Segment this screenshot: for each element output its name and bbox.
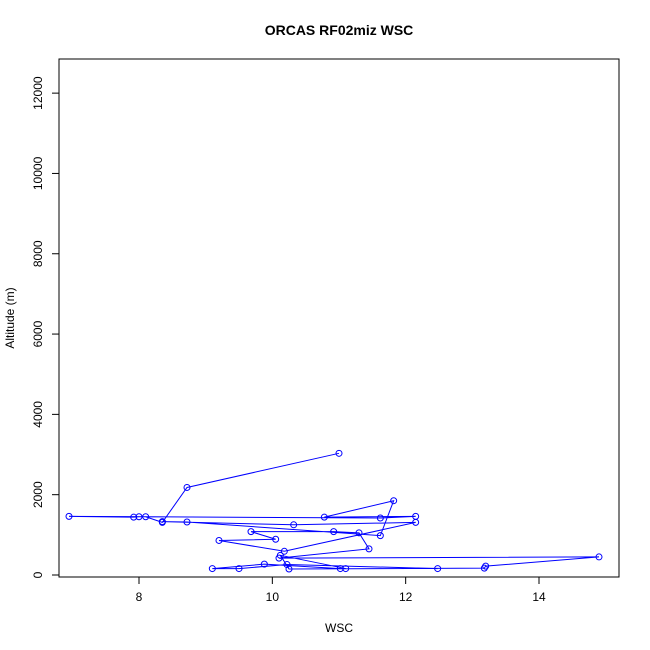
data-point — [280, 547, 288, 555]
data-point — [260, 560, 268, 568]
data-point — [365, 545, 373, 553]
x-axis-label: WSC — [325, 621, 353, 635]
data-point — [330, 528, 338, 536]
x-axis: 8 10 12 14 — [136, 576, 546, 604]
data-point — [482, 562, 490, 570]
data-point — [412, 518, 420, 526]
x-tick-label: 10 — [266, 590, 280, 604]
data-point — [65, 512, 73, 520]
y-tick-label: 8000 — [31, 240, 45, 267]
x-tick-label: 8 — [136, 590, 143, 604]
x-tick-label: 14 — [532, 590, 546, 604]
data-point — [183, 518, 191, 526]
y-tick-label: 10000 — [31, 156, 45, 190]
data-point — [235, 565, 243, 573]
data-point — [376, 514, 384, 522]
data-point — [276, 551, 284, 559]
data-point — [376, 532, 384, 540]
data-point — [130, 513, 138, 521]
data-point — [285, 565, 293, 573]
data-point — [158, 518, 166, 526]
data-point — [283, 561, 291, 569]
data-point — [434, 565, 442, 573]
y-tick-label: 4000 — [31, 401, 45, 428]
series-layer — [65, 449, 603, 573]
data-point — [480, 564, 488, 572]
data-point — [290, 521, 298, 529]
data-point — [595, 553, 603, 561]
data-point — [390, 497, 398, 505]
data-point — [135, 513, 143, 521]
series-line — [68, 452, 600, 570]
x-tick-label: 12 — [399, 590, 413, 604]
data-point — [320, 513, 328, 521]
data-point — [215, 536, 223, 544]
y-tick-label: 12000 — [31, 76, 45, 110]
data-point — [208, 565, 216, 573]
data-point — [355, 529, 363, 537]
y-tick-label: 0 — [31, 571, 45, 578]
y-axis-label: Altitude (m) — [3, 287, 17, 348]
y-tick-label: 6000 — [31, 320, 45, 347]
y-axis: 0 2000 4000 6000 8000 10000 12000 — [31, 76, 60, 578]
chart-title: ORCAS RF02miz WSC — [265, 22, 414, 38]
data-point — [247, 528, 255, 536]
data-point — [272, 535, 280, 543]
data-point — [336, 565, 344, 573]
data-point — [183, 483, 191, 491]
y-tick-label: 2000 — [31, 481, 45, 508]
data-point — [335, 449, 343, 457]
data-point — [142, 513, 150, 521]
data-point — [342, 565, 350, 573]
